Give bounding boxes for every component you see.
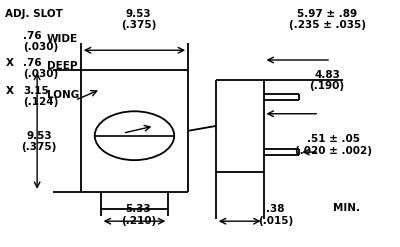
Text: .38
(.015): .38 (.015) (258, 204, 293, 226)
Text: X: X (5, 86, 13, 96)
Text: LONG: LONG (47, 90, 79, 100)
Text: 3.15
(.124): 3.15 (.124) (23, 86, 59, 107)
Text: DEEP: DEEP (47, 61, 78, 71)
Text: 5.33
(.210): 5.33 (.210) (121, 204, 156, 226)
Text: .76
(.030): .76 (.030) (23, 58, 58, 79)
Text: 4.83
(.190): 4.83 (.190) (310, 70, 345, 91)
Text: .76
(.030): .76 (.030) (23, 31, 58, 52)
Text: .51 ± .05
(.020 ± .002): .51 ± .05 (.020 ± .002) (294, 134, 372, 156)
Text: WIDE: WIDE (47, 34, 78, 44)
Text: 5.97 ± .89
(.235 ± .035): 5.97 ± .89 (.235 ± .035) (289, 9, 366, 30)
Text: 9.53
(.375): 9.53 (.375) (22, 131, 57, 152)
Text: MIN.: MIN. (333, 203, 360, 213)
Text: X: X (5, 58, 13, 68)
Text: ADJ. SLOT: ADJ. SLOT (5, 9, 63, 19)
Text: 9.53
(.375): 9.53 (.375) (121, 9, 156, 30)
